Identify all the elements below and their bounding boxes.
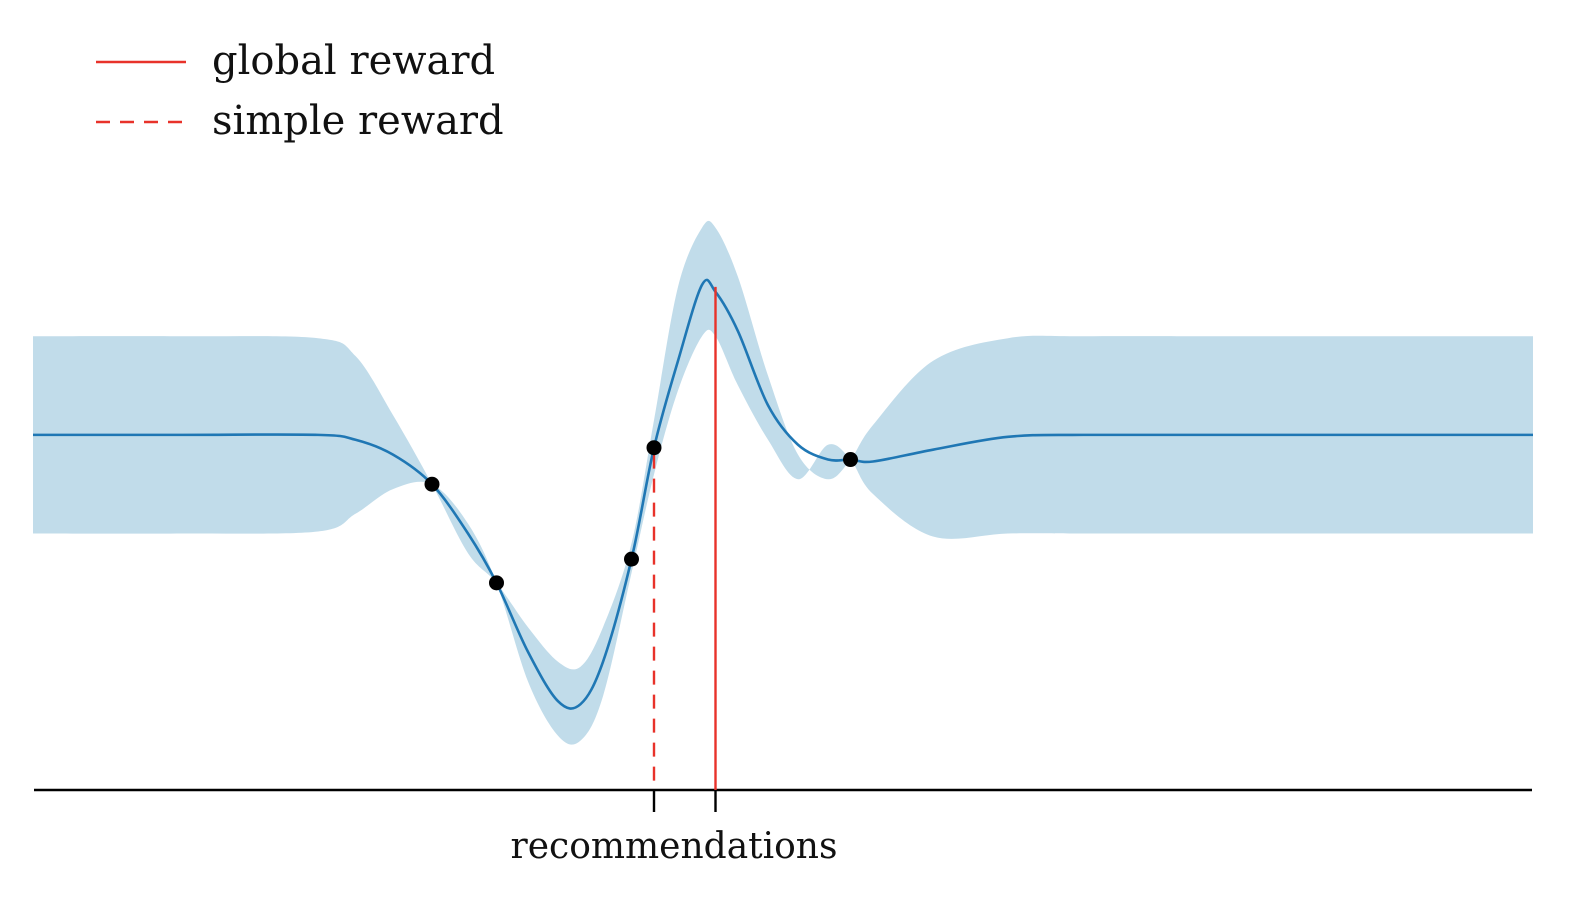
plot-area	[32, 220, 1533, 812]
observation-point-4	[646, 440, 662, 456]
observation-point-3	[624, 551, 639, 567]
legend-label-global-reward: global reward	[212, 38, 495, 84]
confidence-band	[33, 220, 1533, 745]
x-axis-label: recommendations	[511, 826, 838, 867]
observation-point-1	[424, 476, 440, 492]
observation-point-5	[843, 452, 858, 468]
posterior-mean-line	[32, 278, 1533, 710]
observation-point-2	[489, 575, 504, 591]
legend-label-simple-reward: simple reward	[212, 98, 504, 144]
legend: global reward simple reward	[96, 38, 504, 144]
